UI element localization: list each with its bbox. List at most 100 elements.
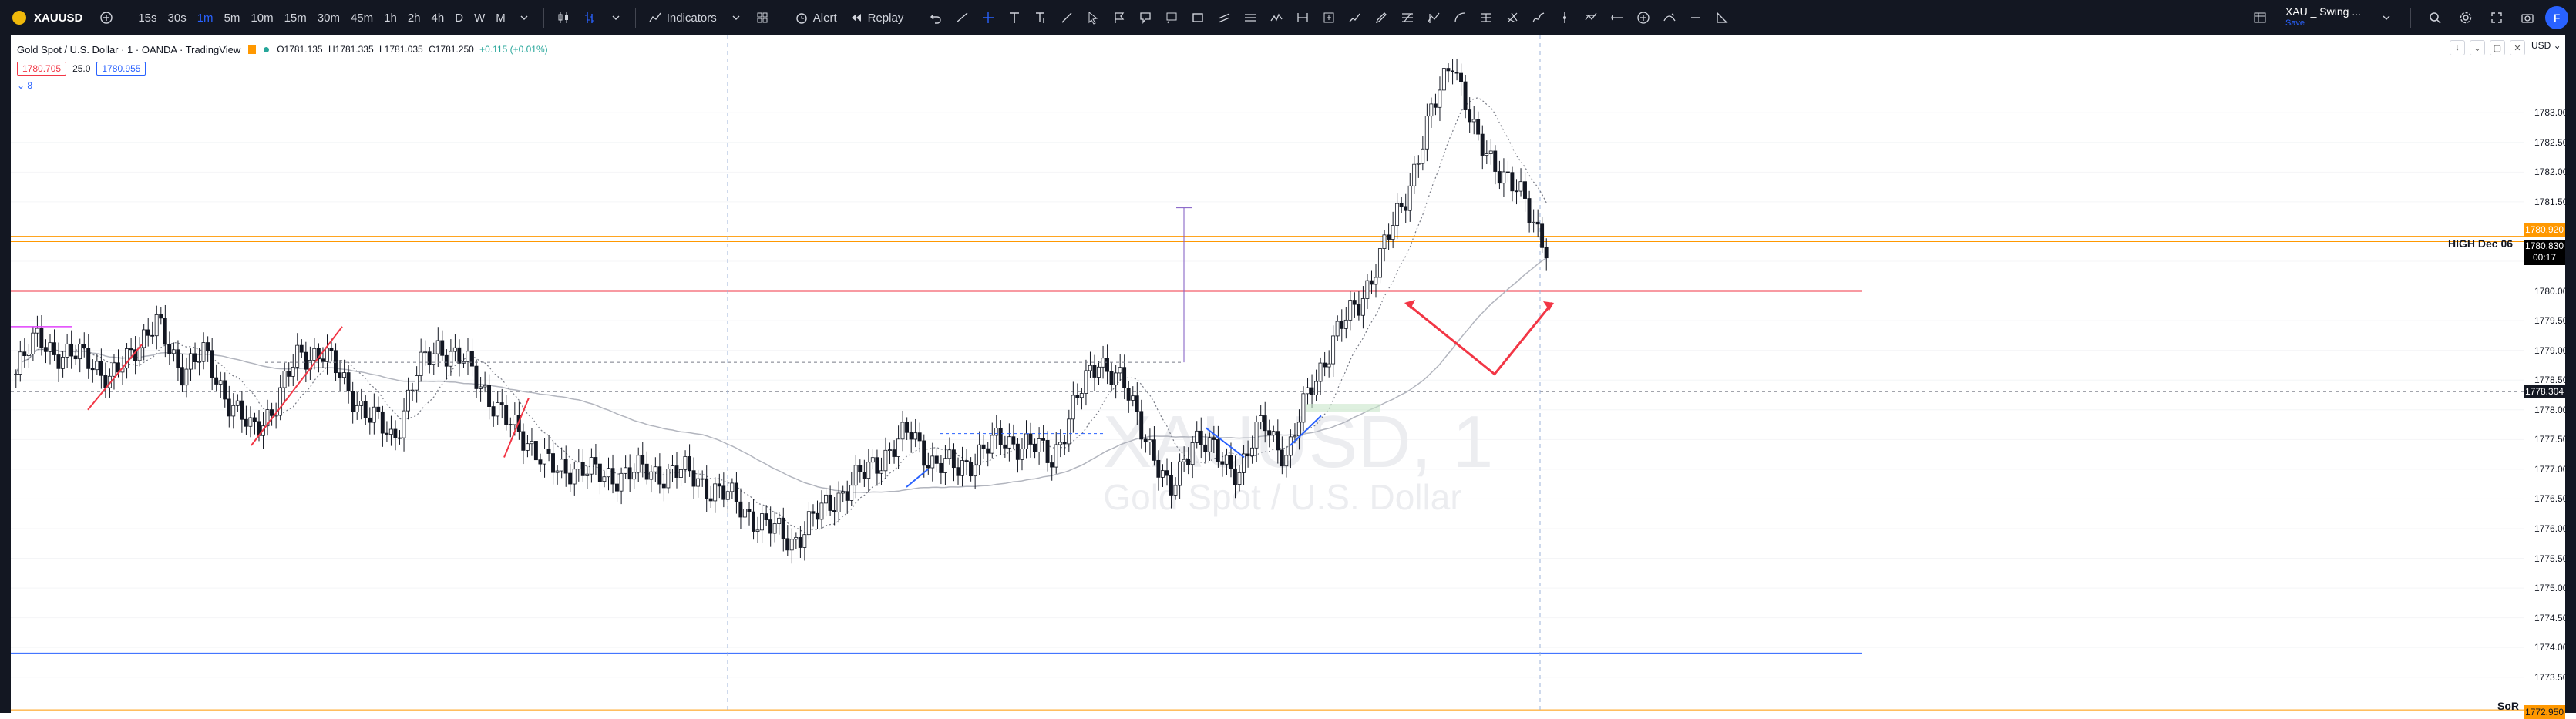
indicators-toggle[interactable]: ⌄ 8 (17, 80, 551, 91)
candle-up (1254, 422, 1259, 449)
interval-D[interactable]: D (455, 11, 464, 25)
maximize-icon[interactable]: ▢ (2490, 40, 2505, 55)
interval-45m[interactable]: 45m (350, 11, 374, 25)
layout-save-button[interactable]: XAU _ Swing ... Save (2278, 6, 2369, 29)
arc-tool[interactable] (1447, 5, 1473, 30)
interval-15s[interactable]: 15s (138, 11, 157, 25)
curve-tool[interactable] (1656, 5, 1683, 30)
alert-button[interactable]: Alert (789, 5, 843, 30)
candle-up (883, 449, 888, 472)
layouts-button[interactable] (2247, 5, 2273, 30)
anchored-text-tool[interactable] (1027, 5, 1054, 30)
sell-button[interactable]: 1780.705 (17, 62, 67, 76)
legend-title[interactable]: Gold Spot / U.S. Dollar · 1 · OANDA · Tr… (17, 43, 241, 55)
interval-5m[interactable]: 5m (224, 11, 240, 25)
icon-tool[interactable] (1552, 5, 1578, 30)
callout-tool[interactable] (1159, 5, 1185, 30)
triangle-tool[interactable] (1709, 5, 1735, 30)
horizontal-lines-tool[interactable] (1237, 5, 1263, 30)
flag-icon[interactable] (248, 45, 257, 54)
candle-up (188, 353, 193, 370)
candle-up (410, 389, 415, 391)
pitchfork-tool[interactable] (1499, 5, 1525, 30)
compare-add-symbol-button[interactable] (93, 5, 119, 30)
zoom-tool[interactable] (1316, 5, 1342, 30)
candle-up (624, 467, 627, 474)
crosshair-tool[interactable] (975, 5, 1001, 30)
snapshot-button[interactable] (2514, 5, 2541, 30)
path-tool[interactable] (1525, 5, 1552, 30)
heikin-button[interactable] (577, 5, 603, 30)
search-button[interactable] (2422, 5, 2448, 30)
indicators-dropdown[interactable] (723, 5, 749, 30)
undo-button[interactable] (923, 5, 949, 30)
layout-dropdown[interactable] (2373, 5, 2399, 30)
symbol-search[interactable]: XAUUSD (8, 0, 93, 35)
interval-1m[interactable]: 1m (197, 11, 214, 25)
candle-up (388, 428, 393, 435)
plus-circle-icon (1637, 12, 1650, 24)
candle-down (206, 342, 210, 351)
ray-tool[interactable] (1604, 5, 1630, 30)
candle-up (31, 332, 35, 354)
interval-30s[interactable]: 30s (167, 11, 187, 25)
candle-down (538, 459, 543, 465)
brush-tool[interactable] (1054, 5, 1080, 30)
flag-tool[interactable] (1106, 5, 1132, 30)
candle-up (1024, 433, 1028, 449)
spread-value: 25.0 (72, 63, 91, 74)
price-chart[interactable]: XAUUSD, 1 Gold Spot / U.S. Dollar (11, 35, 2525, 713)
bar-style-button[interactable] (550, 5, 577, 30)
price-label-tool[interactable] (1132, 5, 1159, 30)
fib-tool[interactable] (1394, 5, 1421, 30)
candle-down (969, 462, 973, 477)
templates-button[interactable] (749, 5, 775, 30)
measure-tool[interactable] (1290, 5, 1316, 30)
pen-tool[interactable] (1368, 5, 1394, 30)
elliott-tool[interactable] (1342, 5, 1368, 30)
price-axis-label: 1782.000 (2534, 166, 2574, 178)
interval-W[interactable]: W (474, 11, 486, 25)
long-position-tool[interactable] (1473, 5, 1499, 30)
chevron-down-icon[interactable]: ⌄ (2470, 40, 2485, 55)
arrow-cursor-tool[interactable] (1080, 5, 1106, 30)
candle-up (112, 362, 116, 377)
parallel-channel-tool[interactable] (1211, 5, 1237, 30)
indicators-button[interactable]: Indicators (642, 5, 723, 30)
interval-1h[interactable]: 1h (384, 11, 397, 25)
interval-10m[interactable]: 10m (251, 11, 274, 25)
interval-4h[interactable]: 4h (431, 11, 445, 25)
chart-pane[interactable]: XAUUSD, 1 Gold Spot / U.S. Dollar (11, 35, 2525, 713)
text-tool[interactable] (1001, 5, 1027, 30)
fullscreen-button[interactable] (2484, 5, 2510, 30)
candle-down (1340, 321, 1344, 329)
interval-2h[interactable]: 2h (407, 11, 421, 25)
candle-up (866, 462, 871, 479)
trend-line-tool[interactable] (949, 5, 975, 30)
candle-down (688, 456, 691, 472)
interval-M[interactable]: M (496, 11, 506, 25)
camera-icon (2521, 14, 2534, 23)
forecast-tool[interactable] (1421, 5, 1447, 30)
signals-tool[interactable] (1578, 5, 1604, 30)
candle-up (1079, 393, 1084, 398)
rectangle-tool[interactable] (1185, 5, 1211, 30)
interval-dropdown-button[interactable] (511, 5, 537, 30)
arrow-down-icon[interactable]: ↓ (2450, 40, 2465, 55)
currency-selector[interactable]: USD ⌄ (2531, 40, 2561, 51)
settings-button[interactable] (2453, 5, 2479, 30)
interval-30m[interactable]: 30m (317, 11, 340, 25)
add-tool[interactable] (1630, 5, 1656, 30)
candle-down (661, 483, 666, 489)
interval-15m[interactable]: 15m (284, 11, 307, 25)
user-avatar[interactable]: F (2545, 6, 2568, 29)
candle-up (542, 449, 546, 465)
close-icon[interactable]: ✕ (2510, 40, 2525, 55)
line-tool[interactable] (1683, 5, 1709, 30)
buy-button[interactable]: 1780.955 (96, 62, 146, 76)
chart-type-dropdown[interactable] (603, 5, 629, 30)
high-label: HIGH Dec 06 (2448, 237, 2514, 250)
replay-button[interactable]: Replay (843, 5, 910, 30)
pattern-tool[interactable] (1263, 5, 1290, 30)
candle-down (1527, 198, 1532, 223)
